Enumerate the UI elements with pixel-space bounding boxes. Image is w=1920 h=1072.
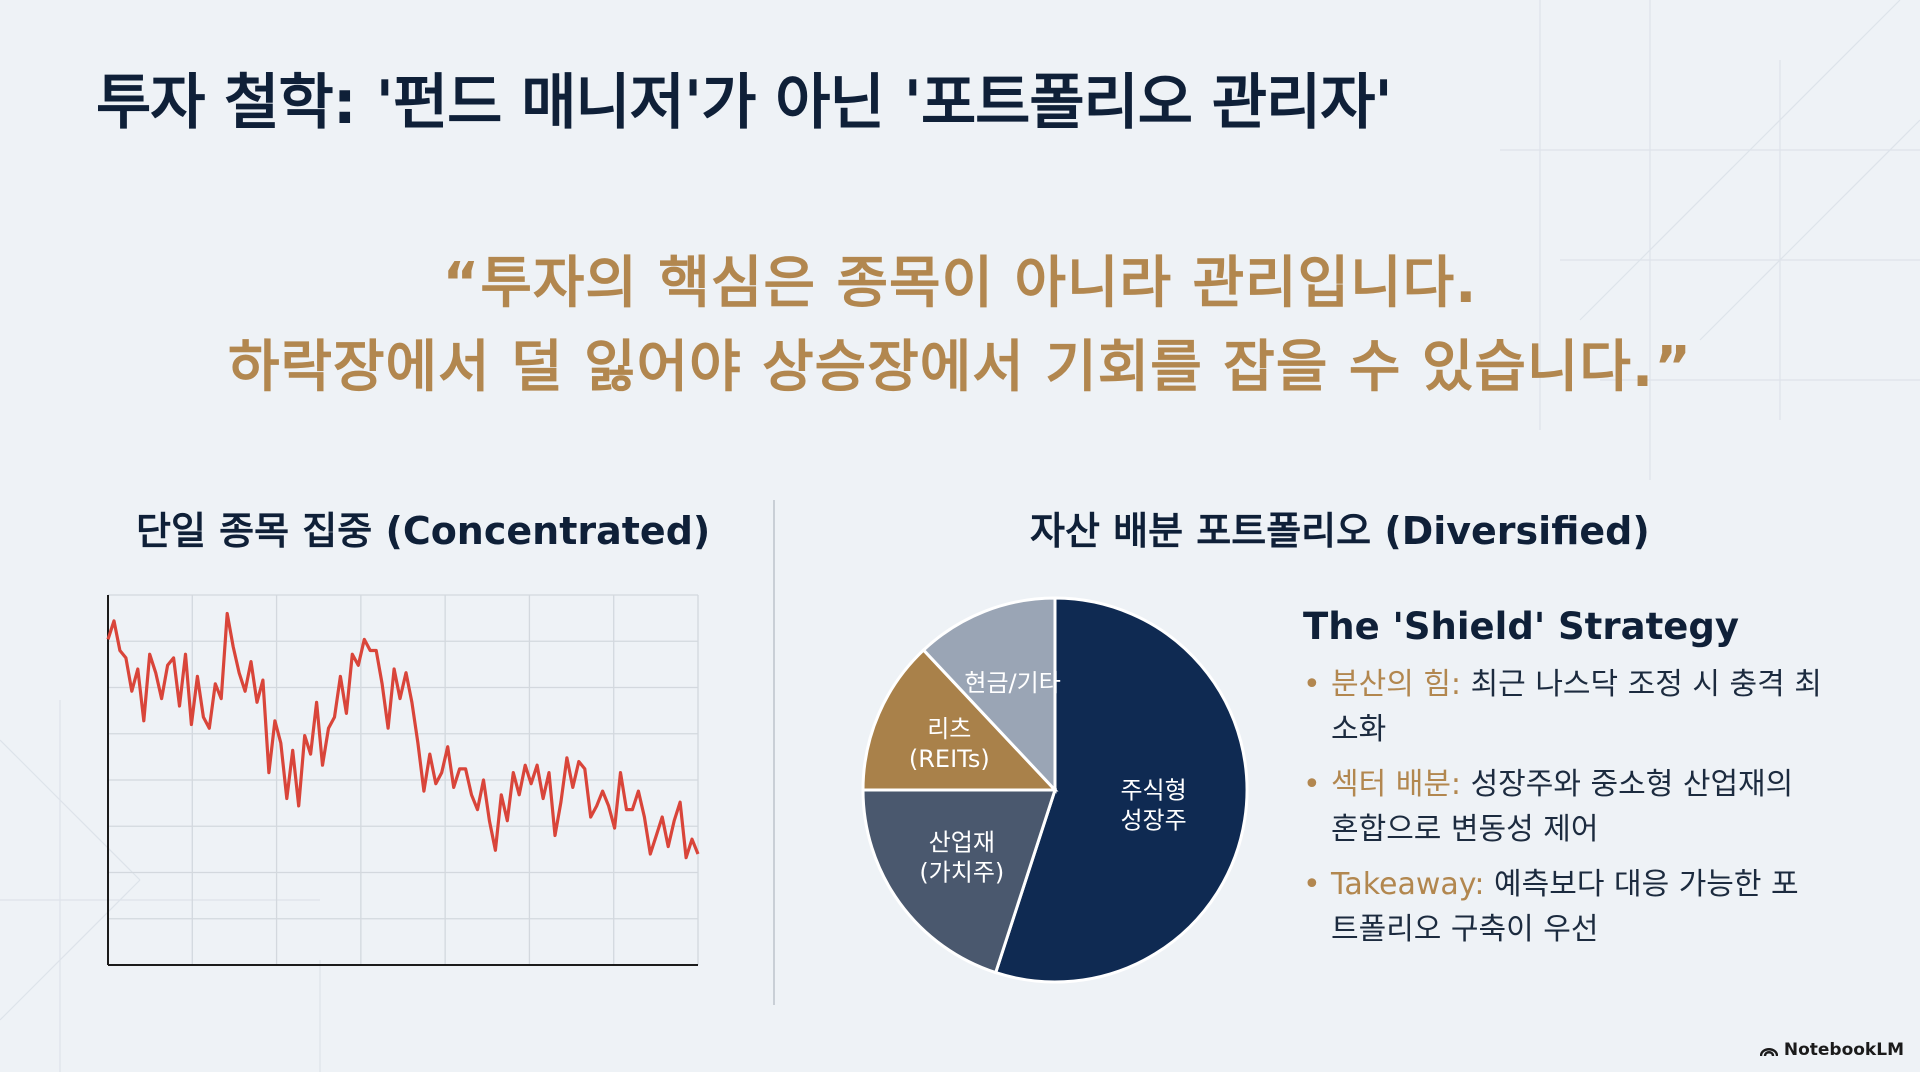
pie-slice [921, 596, 1057, 794]
footer-brand: NotebookLM [1759, 1040, 1904, 1060]
pie-slice [993, 596, 1249, 984]
concentrated-panel-title: 단일 종목 집중 (Concentrated) [136, 509, 711, 553]
bullet-icon: • [1303, 867, 1321, 902]
quote-block: “투자의 핵심은 종목이 아니라 관리입니다. 하락장에서 덜 잃어야 상승장에… [0, 242, 1920, 410]
quote-line-1: “투자의 핵심은 종목이 아니라 관리입니다. [442, 251, 1478, 316]
pie-slice [861, 647, 1059, 792]
shield-strategy-list: • 분산의 힘: 최근 나스닥 조정 시 충격 최소화 • 섹터 배분: 성장주… [1303, 662, 1823, 952]
shield-item-key: 섹터 배분: [1331, 767, 1462, 802]
shield-item-text: 최근 나스닥 조정 시 충격 최소화 [1331, 667, 1822, 747]
shield-item-key: Takeaway: [1331, 867, 1485, 902]
page-title: 투자 철학: '펀드 매니저'가 아닌 '포트폴리오 관리자' [96, 68, 1393, 138]
shield-item: • 분산의 힘: 최근 나스닥 조정 시 충격 최소화 [1303, 662, 1823, 752]
pie-slice [861, 788, 1058, 975]
shield-item: • 섹터 배분: 성장주와 중소형 산업재의 혼합으로 변동성 제어 [1303, 762, 1823, 852]
footer-brand-name: NotebookLM [1783, 1040, 1904, 1060]
quote-line-2: 하락장에서 덜 잃어야 상승장에서 기회를 잡을 수 있습니다.” [227, 335, 1693, 400]
panel-divider [773, 500, 775, 1005]
pie-slice-label: 산업재 (가치주) [919, 829, 1004, 887]
shield-item-text: 성장주와 중소형 산업재의 혼합으로 변동성 제어 [1331, 767, 1794, 847]
concentrated-line-chart [106, 594, 700, 966]
pie-slice-label: 현금/기타 [964, 669, 1060, 697]
bullet-icon: • [1303, 667, 1321, 702]
shield-strategy: The 'Shield' Strategy • 분산의 힘: 최근 나스닥 조정… [1303, 605, 1823, 962]
pie-slice-label: 주식형 성장주 [1120, 777, 1186, 835]
bullet-icon: • [1303, 767, 1321, 802]
diversified-panel-title: 자산 배분 포트폴리오 (Diversified) [1030, 509, 1650, 553]
notebooklm-logo-icon [1759, 1048, 1778, 1057]
pie-slice-label: 리츠 (REITs) [909, 715, 990, 773]
price-series-line [106, 611, 700, 860]
shield-item-key: 분산의 힘: [1331, 667, 1462, 702]
shield-item-text: 예측보다 대응 가능한 포트폴리오 구축이 우선 [1331, 867, 1799, 947]
shield-item: • Takeaway: 예측보다 대응 가능한 포트폴리오 구축이 우선 [1303, 862, 1823, 952]
shield-strategy-title: The 'Shield' Strategy [1303, 605, 1739, 648]
